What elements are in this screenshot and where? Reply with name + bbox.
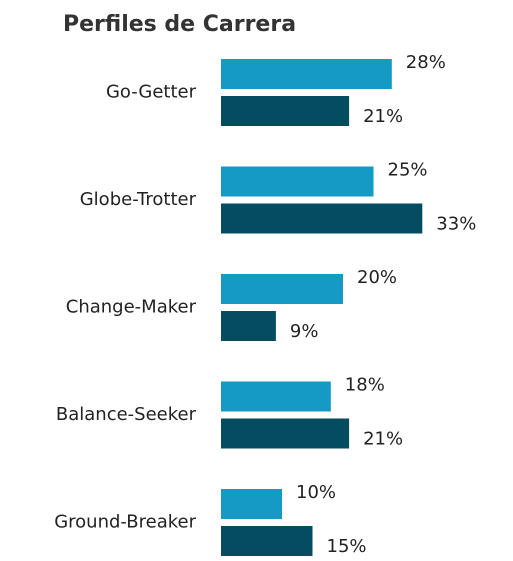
category-label: Ground-Breaker: [54, 512, 196, 533]
category-label: Balance-Seeker: [56, 404, 197, 425]
bar: [221, 311, 276, 341]
bar: [221, 526, 313, 556]
value-label: 10%: [296, 482, 336, 503]
bar: [221, 381, 331, 412]
bar: [221, 418, 350, 449]
value-label: 9%: [290, 321, 319, 342]
category-label: Globe-Trotter: [80, 189, 197, 210]
bar: [221, 166, 374, 197]
value-label: 18%: [345, 375, 385, 396]
chart-title: Perfiles de Carrera: [63, 12, 296, 37]
value-label: 28%: [406, 52, 446, 73]
category-label: Change-Maker: [66, 297, 197, 318]
value-label: 15%: [327, 536, 367, 557]
value-label: 20%: [357, 267, 397, 288]
value-label: 21%: [363, 106, 403, 127]
category-label: Go-Getter: [106, 82, 197, 103]
value-label: 33%: [436, 214, 476, 235]
bar: [221, 96, 350, 126]
bar: [221, 59, 392, 89]
bar: [221, 203, 423, 234]
value-label: 21%: [363, 429, 403, 450]
bar: [221, 274, 343, 304]
value-label: 25%: [388, 160, 428, 181]
bar: [221, 489, 282, 519]
